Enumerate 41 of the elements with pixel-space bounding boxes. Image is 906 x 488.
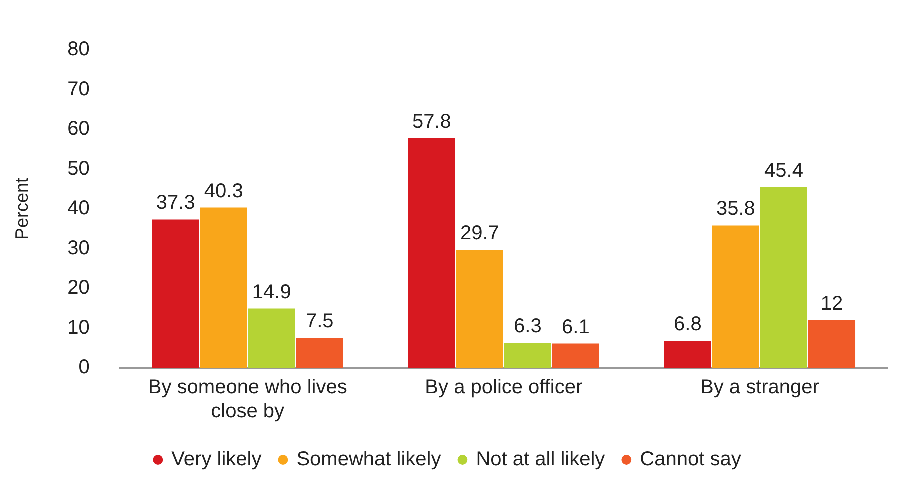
x-tick-label: By someone who lives close by [148,376,348,423]
data-label: 40.3 [204,180,244,202]
bar [712,226,760,368]
legend-label: Not at all likely [476,448,606,471]
y-tick-label: 0 [78,356,90,379]
bar [248,308,296,368]
y-tick-label: 70 [68,78,90,100]
data-label: 6.1 [562,316,590,338]
bar [200,208,248,368]
bar [456,250,504,368]
data-label: 6.8 [674,313,702,336]
data-label: 12 [820,292,844,315]
x-tick-label: By a stranger [700,376,820,399]
bar [296,338,344,368]
y-tick-label: 20 [68,277,90,300]
data-label: 29.7 [460,222,500,244]
y-tick-label: 60 [68,118,90,140]
bar [760,188,808,368]
bar [664,340,712,368]
legend-label: Somewhat likely [296,448,442,471]
data-label: 57.8 [412,110,452,133]
bar [552,344,600,368]
y-axis-title: Percent [12,178,32,240]
data-label: 14.9 [252,281,292,304]
legend-label: Cannot say [640,448,742,471]
data-label: 7.5 [306,310,334,333]
data-label: 35.8 [716,198,756,220]
y-tick-label: 10 [68,316,90,339]
bar [152,220,200,368]
data-label: 45.4 [764,160,804,182]
y-tick-label: 30 [68,237,90,260]
y-tick-label: 40 [68,198,90,220]
data-label: 6.3 [514,315,542,338]
x-tick-label: By a police officer [425,376,584,399]
data-label: 37.3 [156,192,196,214]
bar [408,138,456,368]
y-tick-label: 80 [68,38,90,61]
bar [808,320,856,368]
y-tick-label: 50 [68,158,90,180]
legend-label: Very likely [172,448,262,471]
bar [504,342,552,368]
